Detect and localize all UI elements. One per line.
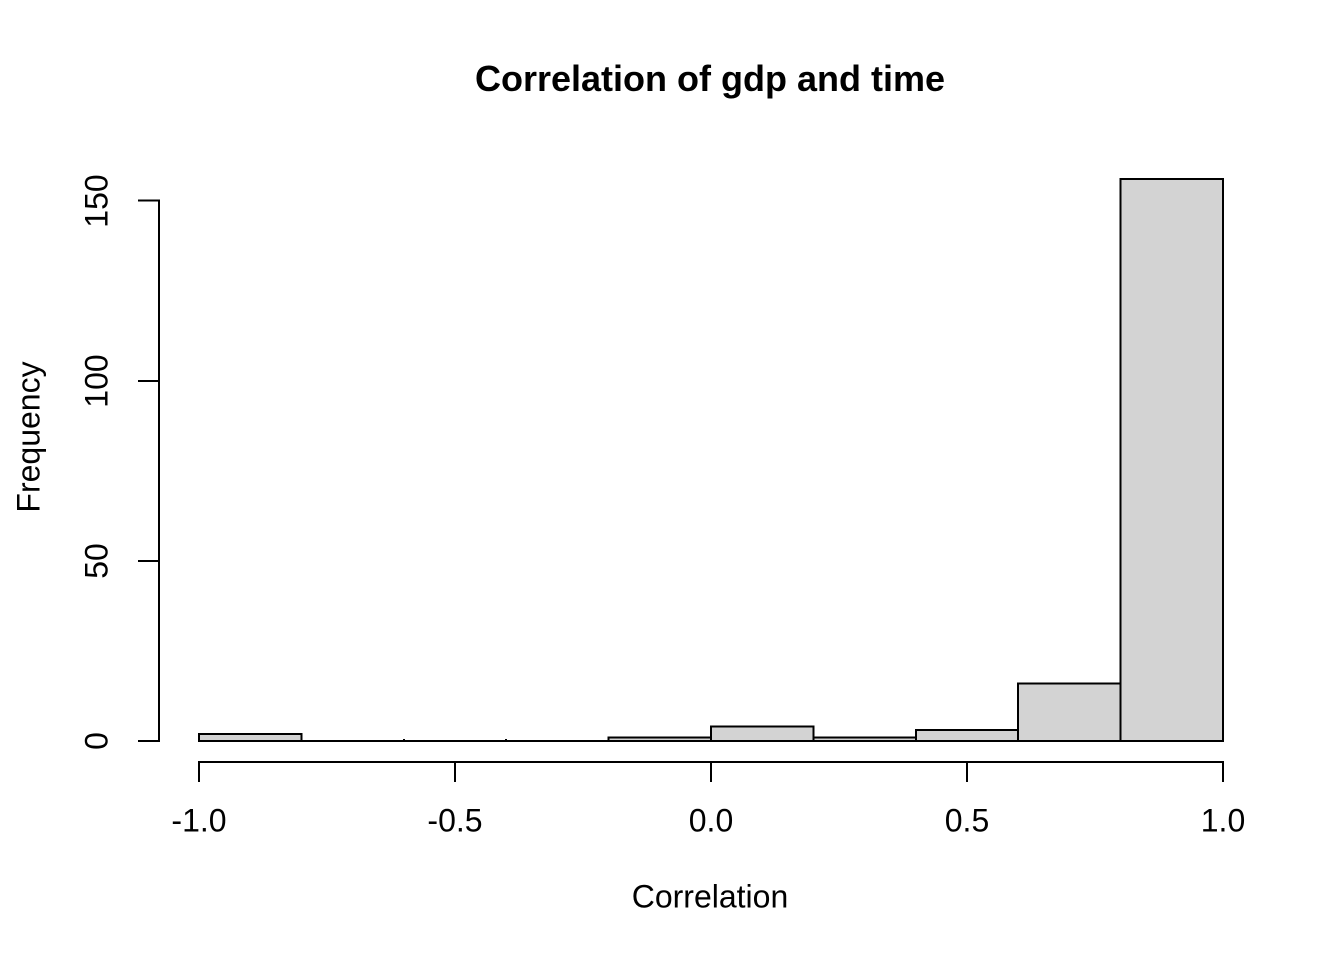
y-tick-label: 100 — [78, 354, 115, 408]
y-axis-label: Frequency — [10, 361, 47, 513]
chart-title: Correlation of gdp and time — [474, 58, 946, 99]
y-tick-label: 150 — [78, 173, 115, 228]
histogram-bar — [914, 729, 1020, 742]
x-tick-label: 0.5 — [944, 802, 990, 839]
histogram-bar — [1017, 682, 1122, 742]
histogram-bar — [198, 732, 303, 743]
x-tick-label: 0.0 — [688, 802, 734, 839]
histogram-bar — [812, 736, 917, 743]
histogram-bar — [1119, 178, 1224, 742]
x-tick-label: -0.5 — [427, 802, 483, 839]
x-axis-label: Correlation — [631, 878, 789, 915]
y-tick-label: 0 — [78, 732, 115, 750]
x-tick-label: 1.0 — [1200, 802, 1246, 839]
histogram-bar — [710, 725, 815, 742]
histogram-bar — [607, 736, 712, 743]
x-tick-label: -1.0 — [171, 802, 227, 839]
y-tick-label: 50 — [78, 543, 115, 579]
